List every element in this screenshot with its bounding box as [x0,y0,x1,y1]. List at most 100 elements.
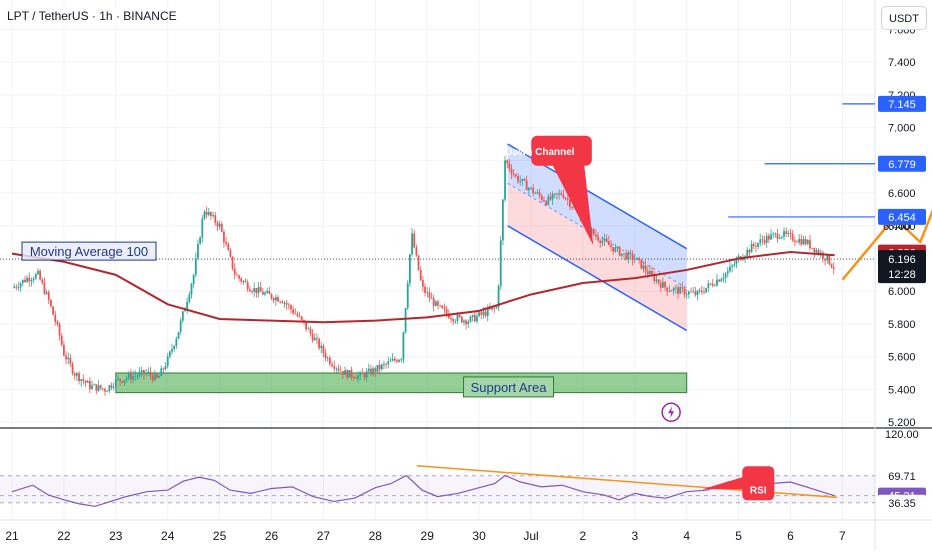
candle-body [499,240,502,286]
candle-body [93,384,96,386]
candle-body [430,298,433,299]
candle-body [151,375,154,381]
candle-body [726,271,729,274]
candle-body [324,352,327,359]
candle-body [471,314,474,317]
candle-body [372,368,375,375]
candle-body [421,280,424,287]
candle-body [640,259,643,269]
candle-body [564,197,567,199]
price-tick-label: 6.600 [888,188,916,200]
candle-body [434,301,437,306]
candle-body [460,316,463,323]
candle-body [270,293,273,299]
candle-body [84,381,87,383]
candle-body [283,302,286,304]
candle-body [197,243,199,259]
candle-body [817,250,820,255]
candle-body [692,291,695,293]
candle-body [767,235,770,240]
candle-body [428,292,431,299]
candle-body [194,258,197,275]
candle-body [411,233,413,255]
time-tick-label: 23 [109,529,123,543]
candle-body [320,345,323,349]
candle-body [257,287,260,294]
rsi-tick-label: 120.00 [885,429,919,441]
candle-body [705,287,708,293]
candle-body [636,257,638,260]
candle-body [514,174,517,177]
candle-body [703,292,705,293]
time-tick-label: 4 [683,529,690,543]
candle-body [266,291,269,293]
candle-body [400,359,403,361]
candle-body [380,364,383,370]
candle-body [437,301,439,306]
candle-body [547,196,550,205]
candle-body [828,255,831,265]
candle-body [34,274,37,279]
candle-body [601,240,604,243]
ma100-line [11,250,835,324]
candle-body [101,388,104,390]
candle-body [378,365,381,370]
candle-body [233,268,236,275]
candle-body [409,254,411,284]
candle-body [793,240,796,242]
candle-body [830,264,833,268]
candle-body [367,368,370,372]
candle-body [540,195,543,200]
price-level-badge-bg [878,208,926,225]
candle-body [456,315,459,321]
price-tick-label: 5.200 [888,417,916,429]
candle-body [207,212,210,215]
candle-body [620,253,623,256]
candle-body [171,349,173,352]
candle-body [772,233,775,235]
time-tick-label: 3 [631,529,638,543]
candle-body [175,338,178,346]
candle-body [778,237,781,239]
time-tick-label: 6 [787,529,794,543]
price-level-badge-bg [878,95,926,112]
candle-body [212,215,215,216]
candle-body [65,355,67,360]
candle-body [145,372,147,375]
candle-body [370,368,372,375]
candle-body [285,302,288,305]
candle-body [556,193,558,195]
currency-button[interactable]: USDT [881,6,927,30]
candle-body [798,239,801,243]
candle-body [60,335,63,345]
candle-body [722,277,725,280]
candle-body [774,233,777,235]
candle-body [538,192,541,196]
support-label-box [463,376,555,398]
candle-body [391,358,394,361]
candle-body [261,291,264,295]
candle-body [236,274,238,276]
time-tick-label: 22 [57,529,71,543]
candle-body [164,366,167,370]
candle-body [776,233,779,239]
candle-body [610,245,612,248]
candle-body [292,309,295,314]
countdown-label: 12:28 [888,269,916,281]
candle-body [168,351,171,357]
candle-body [519,180,522,182]
candle-body [300,316,303,320]
candle-body [558,193,561,195]
candle-body [506,160,509,164]
candle-body [58,324,61,336]
rsi-lower-badge-bg [878,494,926,511]
candle-body [746,249,749,257]
price-level-badge: 6.454 [888,212,916,224]
candle-body [119,378,122,381]
candle-body [800,239,803,245]
candle-body [802,239,805,245]
candle-body [246,282,249,290]
candle-body [780,236,783,238]
